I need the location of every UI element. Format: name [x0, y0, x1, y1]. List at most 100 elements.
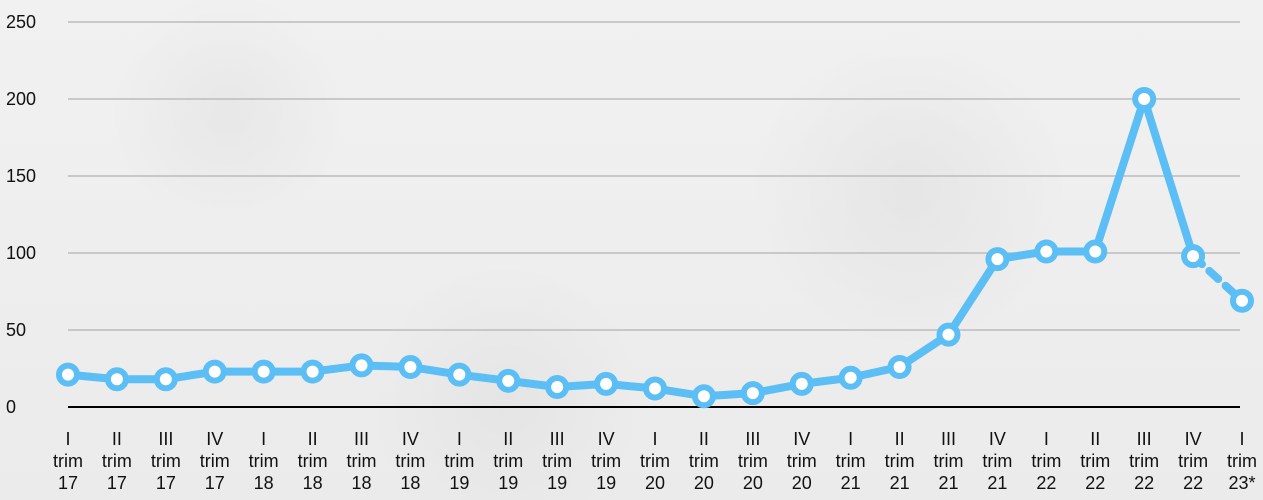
x-tick-label-line: III — [550, 429, 565, 449]
x-tick-label-line: IV — [206, 429, 223, 449]
x-tick-label-line: IV — [989, 429, 1006, 449]
x-tick-label-line: 18 — [254, 473, 274, 493]
x-tick-label-line: trim — [298, 451, 328, 471]
data-point — [104, 367, 129, 392]
x-tick-label-line: trim — [200, 451, 230, 471]
x-tick-label-line: trim — [1129, 451, 1159, 471]
data-point — [447, 362, 472, 387]
x-tick-label-line: 22 — [1183, 473, 1203, 493]
data-point — [691, 384, 716, 409]
data-point — [887, 354, 912, 379]
x-tick-label-line: trim — [934, 451, 964, 471]
data-point — [643, 376, 667, 401]
x-tick-label-line: 21 — [890, 473, 910, 493]
x-tick-label-line: trim — [591, 451, 621, 471]
x-tick-label-line: trim — [1178, 451, 1208, 471]
x-tick-label-line: II — [503, 429, 513, 449]
x-tick-label-line: 20 — [694, 473, 714, 493]
x-tick-label-line: 19 — [498, 473, 518, 493]
x-tick-label-line: 21 — [938, 473, 958, 493]
data-point — [985, 247, 1010, 272]
x-tick-label-line: trim — [347, 451, 377, 471]
x-tick-label-line: trim — [53, 451, 83, 471]
data-point — [349, 353, 374, 378]
x-tick-label: III trim 21 — [934, 429, 964, 493]
x-tick-label-line: 20 — [645, 473, 665, 493]
x-tick-label: IV trim 20 — [787, 429, 817, 493]
x-tick-label-line: trim — [689, 451, 719, 471]
data-point — [545, 374, 570, 399]
x-tick-label-line: I — [652, 429, 657, 449]
x-tick-label-line: II — [1090, 429, 1100, 449]
x-tick-label: IV trim 18 — [395, 429, 425, 493]
x-tick-label-line: trim — [787, 451, 817, 471]
data-point — [153, 367, 178, 392]
x-tick-label-line: 20 — [792, 473, 812, 493]
x-tick-label-line: 18 — [303, 473, 323, 493]
x-tick-label-line: trim — [640, 451, 670, 471]
x-tick-label-line: 23* — [1228, 473, 1255, 493]
y-tick-label: 0 — [6, 397, 16, 417]
data-point — [300, 359, 325, 384]
x-tick-label: II trim 19 — [493, 429, 523, 493]
x-tick-label-line: 18 — [400, 473, 420, 493]
x-tick-label-line: trim — [493, 451, 523, 471]
x-tick-label: IV trim 21 — [982, 429, 1012, 493]
x-tick-label-line: I — [1044, 429, 1049, 449]
x-tick-label-line: trim — [885, 451, 915, 471]
x-tick-label: III trim 17 — [151, 429, 181, 493]
x-tick-label-line: trim — [982, 451, 1012, 471]
x-tick-label-line: IV — [402, 429, 419, 449]
data-point — [251, 359, 276, 384]
x-tick-label-line: III — [354, 429, 369, 449]
data-point — [740, 381, 765, 406]
x-tick-label-line: trim — [151, 451, 181, 471]
x-tick-label: III trim 20 — [738, 429, 768, 493]
x-tick-label-line: III — [941, 429, 956, 449]
x-tick-label-line: I — [848, 429, 853, 449]
x-tick-label: II trim 21 — [885, 429, 915, 493]
x-tick-label-line: I — [261, 429, 266, 449]
x-tick-label: III trim 19 — [542, 429, 572, 493]
x-tick-label-line: 22 — [1085, 473, 1105, 493]
x-tick-label-line: trim — [1031, 451, 1061, 471]
x-tick-label: II trim 20 — [689, 429, 719, 493]
data-point — [936, 322, 961, 347]
x-tick-label-line: 17 — [205, 473, 225, 493]
gridlines — [68, 21, 1240, 331]
data-point — [1083, 239, 1108, 264]
x-tick-label-line: II — [699, 429, 709, 449]
data-point — [789, 371, 814, 396]
x-tick-label-line: 18 — [351, 473, 371, 493]
series-line — [64, 95, 1198, 401]
x-tick-label: IV trim 19 — [591, 429, 621, 493]
x-tick-label-line: III — [745, 429, 760, 449]
x-tick-label-line: IV — [598, 429, 615, 449]
x-tick-label-line: 19 — [449, 473, 469, 493]
x-tick-label-line: 21 — [841, 473, 861, 493]
x-tick-label-line: II — [895, 429, 905, 449]
x-tick-label-line: trim — [249, 451, 279, 471]
y-tick-label: 50 — [6, 320, 26, 340]
x-tick-label: II trim 18 — [298, 429, 328, 493]
x-tick-label-line: trim — [738, 451, 768, 471]
x-tick-label-line: IV — [1185, 429, 1202, 449]
x-tick-label: III trim 22 — [1129, 429, 1159, 493]
x-tick-label: IV trim 17 — [200, 429, 230, 493]
y-tick-label: 100 — [6, 243, 36, 263]
x-tick-label-line: 17 — [58, 473, 78, 493]
x-tick-label-line: IV — [793, 429, 810, 449]
data-point — [398, 354, 423, 379]
y-tick-label: 250 — [6, 12, 36, 32]
data-point — [594, 371, 619, 396]
data-point — [1181, 244, 1206, 269]
data-point — [1034, 239, 1059, 264]
data-point — [1230, 288, 1254, 313]
